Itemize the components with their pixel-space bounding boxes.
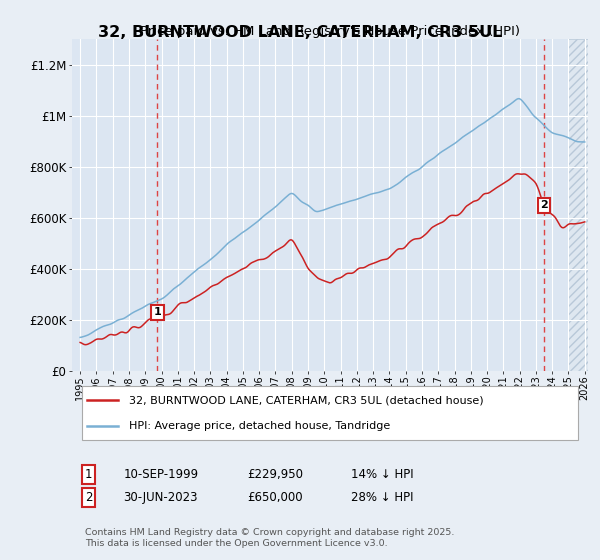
Bar bbox=[568, 39, 588, 371]
Title: Price paid vs. HM Land Registry's House Price Index (HPI): Price paid vs. HM Land Registry's House … bbox=[140, 25, 520, 38]
Bar bbox=[568, 39, 588, 371]
Text: £229,950: £229,950 bbox=[247, 468, 304, 480]
Bar bbox=[568, 39, 588, 371]
Text: 32, BURNTWOOD LANE, CATERHAM, CR3 5UL (detached house): 32, BURNTWOOD LANE, CATERHAM, CR3 5UL (d… bbox=[129, 395, 484, 405]
Text: 2: 2 bbox=[540, 200, 548, 210]
Text: HPI: Average price, detached house, Tandridge: HPI: Average price, detached house, Tand… bbox=[129, 421, 390, 431]
Text: 30-JUN-2023: 30-JUN-2023 bbox=[124, 491, 198, 504]
Text: 10-SEP-1999: 10-SEP-1999 bbox=[124, 468, 199, 480]
Text: Contains HM Land Registry data © Crown copyright and database right 2025.
This d: Contains HM Land Registry data © Crown c… bbox=[85, 528, 454, 548]
Text: 14% ↓ HPI: 14% ↓ HPI bbox=[350, 468, 413, 480]
Text: 32, BURNTWOOD LANE, CATERHAM, CR3 5UL: 32, BURNTWOOD LANE, CATERHAM, CR3 5UL bbox=[98, 25, 502, 40]
Text: 1: 1 bbox=[85, 468, 92, 480]
Text: 1: 1 bbox=[154, 307, 161, 318]
Text: 28% ↓ HPI: 28% ↓ HPI bbox=[350, 491, 413, 504]
Text: £650,000: £650,000 bbox=[247, 491, 303, 504]
FancyBboxPatch shape bbox=[82, 386, 578, 440]
Text: 2: 2 bbox=[85, 491, 92, 504]
